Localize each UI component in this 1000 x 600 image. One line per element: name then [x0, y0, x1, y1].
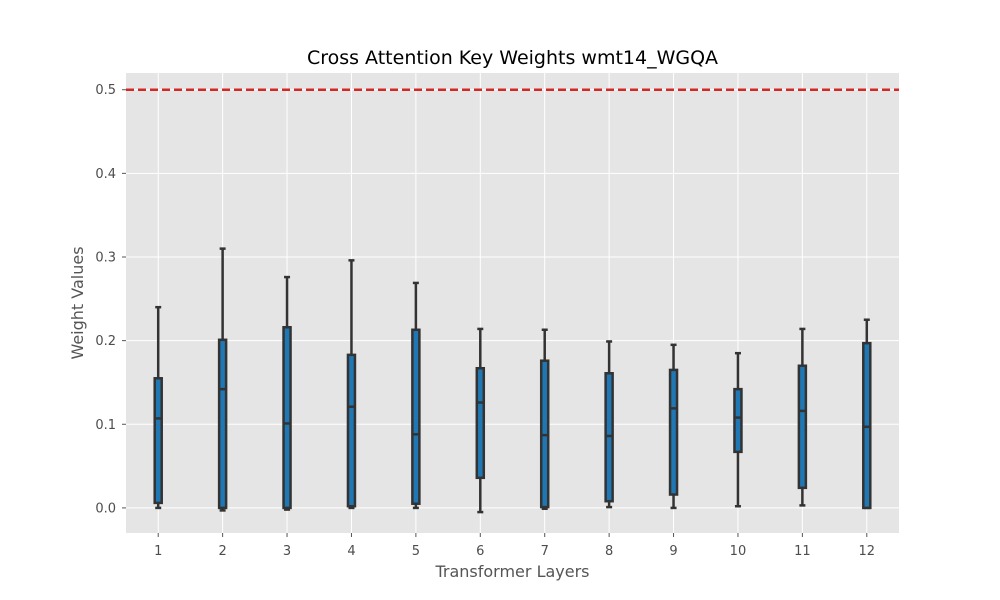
y-tick-label: 0.2 — [95, 334, 116, 349]
y-tick-label: 0.1 — [95, 418, 116, 433]
x-tick-label: 8 — [605, 544, 613, 559]
box-body — [282, 326, 292, 510]
box-1 — [153, 305, 163, 510]
y-tick-label: 0.4 — [95, 167, 116, 182]
box-12 — [862, 318, 872, 510]
x-tick-label: 6 — [476, 544, 484, 559]
box-body — [797, 364, 808, 490]
box-10 — [733, 351, 743, 508]
box-body — [539, 359, 550, 509]
chart-title: Cross Attention Key Weights wmt14_WGQA — [307, 47, 718, 69]
box-7 — [539, 328, 550, 510]
y-tick-label: 0.3 — [95, 251, 116, 266]
box-11 — [797, 327, 808, 507]
y-tick-label: 0.5 — [95, 83, 116, 98]
box-body — [346, 353, 357, 508]
box-5 — [411, 281, 421, 510]
box-body — [668, 368, 679, 496]
x-axis-label: Transformer Layers — [434, 562, 589, 581]
box-body — [862, 341, 872, 510]
x-tick-label: 12 — [859, 544, 876, 559]
x-tick-label: 5 — [412, 544, 420, 559]
box-body — [475, 366, 486, 480]
box-body — [411, 328, 421, 505]
x-tick-label: 4 — [347, 544, 355, 559]
x-tick-label: 3 — [283, 544, 291, 559]
x-tick-label: 11 — [794, 544, 811, 559]
box-body — [733, 387, 743, 454]
x-tick-label: 7 — [541, 544, 549, 559]
box-6 — [475, 327, 486, 514]
box-body — [217, 338, 228, 510]
boxes-group — [153, 247, 872, 514]
box-body — [604, 372, 614, 503]
box-body — [153, 377, 163, 505]
box-3 — [282, 275, 292, 511]
box-2 — [217, 247, 228, 512]
box-9 — [668, 343, 679, 510]
plot-area — [126, 73, 899, 533]
box-8 — [604, 340, 614, 509]
ticks-group: 0.00.10.20.30.40.51 2 3 4 5 6 7 8 9 10 11 12 — [95, 83, 875, 559]
x-tick-label: 10 — [730, 544, 747, 559]
y-tick-label: 0.0 — [95, 501, 116, 516]
y-axis-label: Weight Values — [68, 246, 87, 359]
x-tick-label: 1 — [154, 544, 162, 559]
x-tick-label: 9 — [669, 544, 677, 559]
x-tick-label: 2 — [218, 544, 226, 559]
box-4 — [346, 259, 357, 510]
